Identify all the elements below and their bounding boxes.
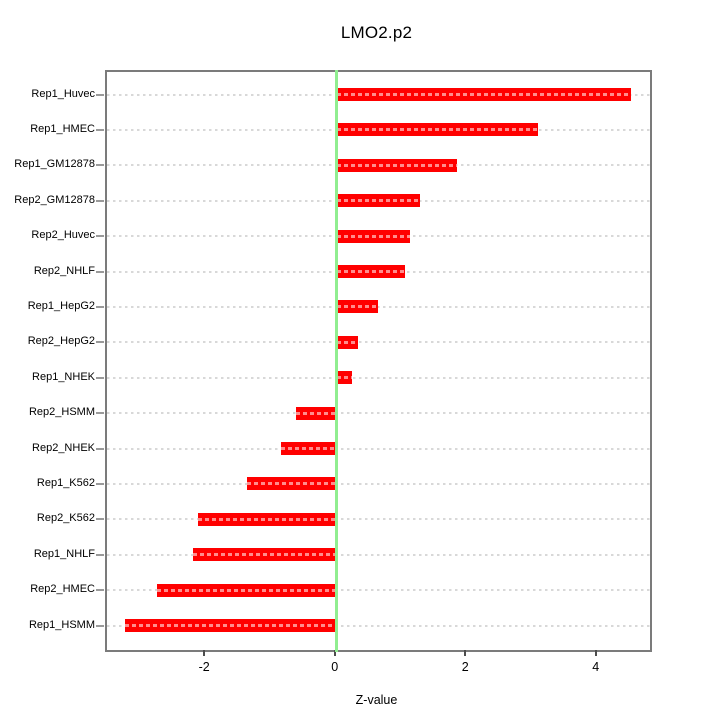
y-axis-tick — [96, 376, 104, 379]
y-axis-tick — [96, 624, 104, 627]
bar-dash-pattern — [246, 482, 337, 486]
bar-Rep2_NHEK — [281, 442, 337, 455]
y-axis-tick — [96, 341, 104, 344]
bar-dash-pattern — [336, 270, 406, 273]
y-axis-tick — [96, 128, 104, 131]
gridline — [107, 589, 650, 592]
gridline — [107, 305, 650, 308]
gridline — [107, 553, 650, 556]
bar-dash-pattern — [296, 411, 337, 415]
y-axis-tick — [96, 412, 104, 415]
gridline — [107, 624, 650, 627]
bar-dash-pattern — [336, 305, 378, 309]
y-axis-label-Rep2_HSMM: Rep2_HSMM — [28, 406, 95, 419]
y-axis-label-Rep1_GM12878: Rep1_GM12878 — [14, 158, 95, 171]
bar-Rep1_HSMM — [124, 619, 337, 632]
bar-dash-pattern — [124, 624, 337, 627]
bar-Rep2_HSMM — [296, 406, 337, 420]
y-axis-label-Rep2_NHLF: Rep2_NHLF — [33, 264, 95, 277]
y-axis-label-Rep1_NHEK: Rep1_NHEK — [32, 370, 95, 383]
bar-dash-pattern — [336, 234, 410, 238]
bar-dash-pattern — [336, 128, 538, 132]
bar-Rep2_HMEC — [157, 583, 337, 597]
y-axis-label-Rep2_K562: Rep2_K562 — [36, 512, 95, 525]
x-axis-tick — [464, 650, 467, 656]
bar-Rep1_Huvec — [336, 88, 632, 101]
y-axis-label-Rep1_HepG2: Rep1_HepG2 — [27, 299, 95, 312]
plot-area — [105, 70, 652, 652]
y-axis-tick — [96, 305, 104, 308]
y-axis-tick — [96, 518, 104, 521]
gridline — [107, 376, 650, 379]
x-axis-tick-label: 0 — [331, 660, 339, 674]
bar-dash-pattern — [281, 447, 337, 450]
bar-dash-pattern — [157, 588, 337, 592]
bar-dash-pattern — [336, 199, 421, 203]
x-axis-tick-label: -2 — [198, 660, 210, 674]
bar-dash-pattern — [193, 553, 337, 557]
bar-dash-pattern — [336, 93, 632, 96]
bar-Rep1_K562 — [246, 477, 337, 491]
y-axis-label-Rep1_NHLF: Rep1_NHLF — [33, 547, 95, 560]
bar-Rep2_Huvec — [336, 229, 410, 243]
bar-Rep2_K562 — [198, 512, 337, 526]
y-axis-tick — [96, 235, 104, 238]
gridline — [107, 482, 650, 485]
x-axis-title: Z-value — [355, 693, 398, 707]
y-axis-label-Rep2_Huvec: Rep2_Huvec — [31, 229, 95, 242]
y-axis-label-Rep1_K562: Rep1_K562 — [36, 476, 95, 489]
y-axis-label-Rep2_NHEK: Rep2_NHEK — [32, 441, 95, 454]
y-axis-label-Rep2_GM12878: Rep2_GM12878 — [14, 193, 95, 206]
x-axis-tick — [333, 650, 336, 656]
gridline — [107, 341, 650, 344]
y-axis-tick — [96, 589, 104, 592]
chart-title: LMO2.p2 — [340, 23, 413, 42]
x-axis-tick-label: 2 — [461, 660, 469, 674]
bar-Rep1_NHLF — [193, 548, 337, 562]
y-axis-label-Rep2_HMEC: Rep2_HMEC — [30, 583, 95, 596]
gridline — [107, 518, 650, 521]
y-axis-tick — [96, 93, 104, 96]
bar-dash-pattern — [336, 376, 352, 380]
y-axis-tick — [96, 164, 104, 167]
gridline — [107, 412, 650, 415]
bar-Rep2_NHLF — [336, 265, 406, 278]
y-axis-tick — [96, 199, 104, 202]
zero-reference-line — [335, 70, 339, 652]
y-axis-label-Rep2_HepG2: Rep2_HepG2 — [27, 335, 95, 348]
bar-dash-pattern — [336, 163, 457, 167]
bar-Rep1_HepG2 — [336, 300, 378, 314]
y-axis-tick — [96, 482, 104, 485]
y-axis-tick — [96, 270, 104, 273]
y-axis-tick — [96, 447, 104, 450]
gridline — [107, 447, 650, 450]
y-axis-label-Rep1_Huvec: Rep1_Huvec — [31, 87, 95, 100]
bar-Rep2_HepG2 — [336, 335, 358, 349]
bar-Rep1_HMEC — [336, 123, 538, 137]
bar-Rep2_GM12878 — [336, 194, 421, 208]
bar-Rep1_GM12878 — [336, 158, 457, 172]
bar-dash-pattern — [336, 340, 358, 344]
x-axis-tick — [594, 650, 597, 656]
bar-dash-pattern — [198, 517, 337, 521]
x-axis-tick — [203, 650, 206, 656]
x-axis-tick-label: 4 — [592, 660, 600, 674]
y-axis-label-Rep1_HMEC: Rep1_HMEC — [30, 122, 95, 135]
bar-Rep1_NHEK — [336, 371, 352, 385]
y-axis-label-Rep1_HSMM: Rep1_HSMM — [28, 618, 95, 631]
y-axis-tick — [96, 553, 104, 556]
